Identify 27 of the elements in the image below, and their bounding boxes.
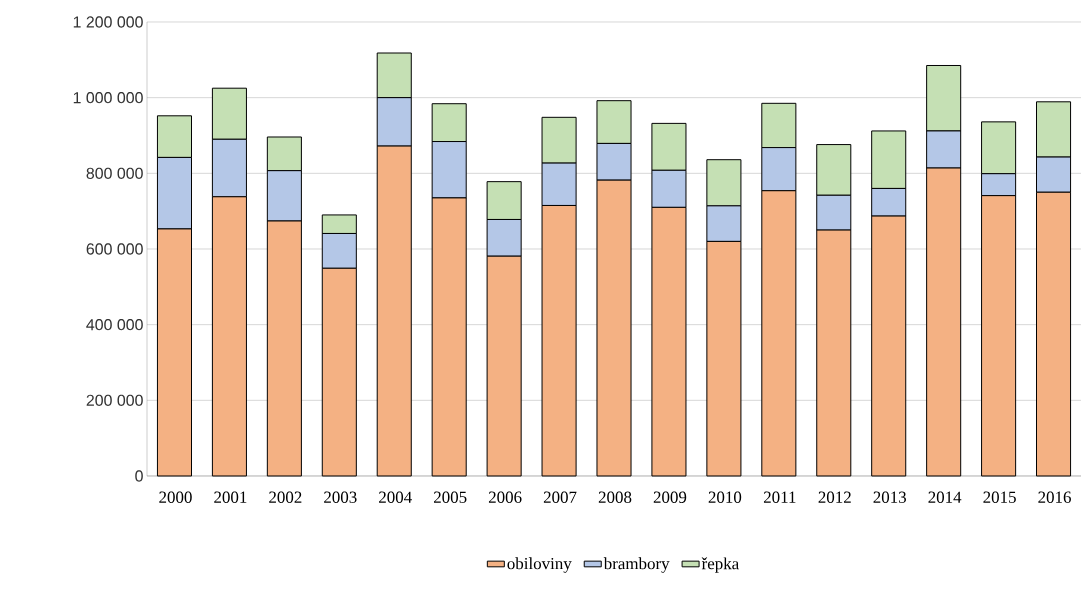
legend-label: brambory xyxy=(603,557,670,573)
y-tick-label: 200 000 xyxy=(86,394,143,406)
x-tick-label: 2000 xyxy=(159,491,192,503)
legend-label: řepka xyxy=(701,557,739,573)
x-tick-label: 2001 xyxy=(214,491,247,503)
y-tick-label: 0 xyxy=(135,470,143,482)
legend-label: obiloviny xyxy=(507,557,572,573)
x-tick-label: 2014 xyxy=(928,491,962,503)
x-tick-label: 2011 xyxy=(763,491,796,503)
x-tick-label: 2012 xyxy=(818,491,851,503)
x-tick-label: 2003 xyxy=(324,491,357,503)
x-tick-label: 2002 xyxy=(269,491,302,503)
x-tick-label: 2016 xyxy=(1038,491,1071,503)
x-tick-label: 2013 xyxy=(873,491,906,503)
y-tick-label: 800 000 xyxy=(86,167,143,179)
y-tick-label: 400 000 xyxy=(86,319,143,331)
x-tick-label: 2006 xyxy=(488,491,522,503)
x-tick-label: 2010 xyxy=(708,491,742,503)
x-tick-label: 2007 xyxy=(543,491,577,503)
x-tick-label: 2004 xyxy=(379,491,412,503)
y-tick-label: 600 000 xyxy=(86,243,143,255)
x-tick-label: 2008 xyxy=(598,491,632,503)
x-tick-label: 2015 xyxy=(983,491,1016,503)
y-tick-label: 1 200 000 xyxy=(73,16,143,28)
y-tick-label: 1 000 000 xyxy=(73,92,143,104)
x-tick-label: 2009 xyxy=(653,491,687,503)
x-tick-label: 2005 xyxy=(434,491,467,503)
